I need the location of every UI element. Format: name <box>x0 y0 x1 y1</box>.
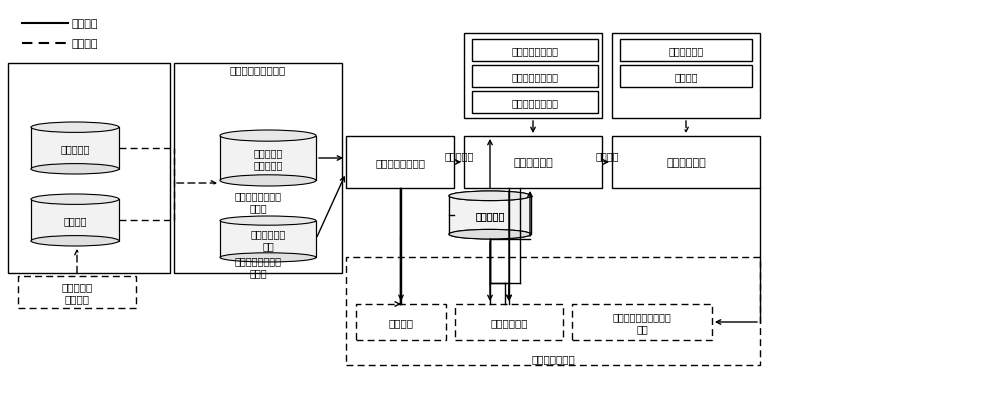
FancyBboxPatch shape <box>8 64 170 273</box>
Ellipse shape <box>449 230 531 240</box>
FancyBboxPatch shape <box>472 66 598 88</box>
Text: 通用故障诊断专家
知识库: 通用故障诊断专家 知识库 <box>234 256 282 277</box>
FancyBboxPatch shape <box>612 137 760 189</box>
Text: 训练数据: 训练数据 <box>595 151 619 161</box>
Text: 距离函数算法: 距离函数算法 <box>668 46 704 56</box>
Text: 专家知识库: 专家知识库 <box>60 144 90 154</box>
Text: 通用故障触发
规则: 通用故障触发 规则 <box>250 229 286 250</box>
Ellipse shape <box>31 195 119 205</box>
Text: 实时仿真建模平台: 实时仿真建模平台 <box>512 46 558 56</box>
FancyBboxPatch shape <box>18 276 136 308</box>
Text: 故障模式: 故障模式 <box>63 216 87 225</box>
FancyBboxPatch shape <box>356 304 446 340</box>
Text: 故障诊断专家知识库: 故障诊断专家知识库 <box>230 65 286 75</box>
Ellipse shape <box>220 253 316 262</box>
Text: 在线过程: 在线过程 <box>72 19 98 29</box>
Ellipse shape <box>449 192 531 201</box>
Bar <box>31 128 119 169</box>
Bar <box>220 221 316 258</box>
Bar <box>220 136 316 181</box>
Ellipse shape <box>31 123 119 133</box>
Text: 距离函数模型: 距离函数模型 <box>666 158 706 168</box>
Ellipse shape <box>31 236 119 247</box>
FancyBboxPatch shape <box>620 40 752 62</box>
Ellipse shape <box>220 131 316 142</box>
Text: 工艺系统建模软件: 工艺系统建模软件 <box>512 98 558 108</box>
Text: 多层流模型推理机: 多层流模型推理机 <box>375 158 425 168</box>
Ellipse shape <box>31 164 119 175</box>
Bar <box>449 196 531 235</box>
FancyBboxPatch shape <box>464 34 602 119</box>
Text: 运行数据库: 运行数据库 <box>475 211 505 221</box>
FancyBboxPatch shape <box>346 137 454 189</box>
FancyBboxPatch shape <box>612 34 760 119</box>
FancyBboxPatch shape <box>472 92 598 114</box>
FancyBboxPatch shape <box>472 40 598 62</box>
Text: 正常运行: 正常运行 <box>388 317 414 327</box>
FancyBboxPatch shape <box>455 304 563 340</box>
Text: 典型故障诊断专家
知识库: 典型故障诊断专家 知识库 <box>234 191 282 212</box>
Text: 离线过程: 离线过程 <box>72 39 98 49</box>
Ellipse shape <box>449 192 531 201</box>
Text: 典型故障类型、位置、
程度: 典型故障类型、位置、 程度 <box>613 311 671 333</box>
Text: 控制系统建模软件: 控制系统建模软件 <box>512 72 558 82</box>
Bar <box>31 200 119 241</box>
FancyBboxPatch shape <box>620 66 752 88</box>
Text: 运行数据库: 运行数据库 <box>475 211 505 221</box>
Ellipse shape <box>449 230 531 240</box>
FancyBboxPatch shape <box>174 64 342 273</box>
Text: 评估参数: 评估参数 <box>674 72 698 82</box>
FancyBboxPatch shape <box>464 137 602 189</box>
Text: 故障模式及
影响分析: 故障模式及 影响分析 <box>61 282 93 303</box>
Text: 故障结果集: 故障结果集 <box>444 151 474 161</box>
Text: 通用故障类型: 通用故障类型 <box>490 317 528 327</box>
Text: 机理仿真模型: 机理仿真模型 <box>513 158 553 168</box>
FancyBboxPatch shape <box>572 304 712 340</box>
Text: 图形化人机界面: 图形化人机界面 <box>531 353 575 363</box>
FancyBboxPatch shape <box>346 257 760 365</box>
Text: 系统故障诊
断推理模型: 系统故障诊 断推理模型 <box>253 148 283 169</box>
Ellipse shape <box>220 216 316 225</box>
Ellipse shape <box>220 176 316 187</box>
Bar <box>449 196 531 235</box>
